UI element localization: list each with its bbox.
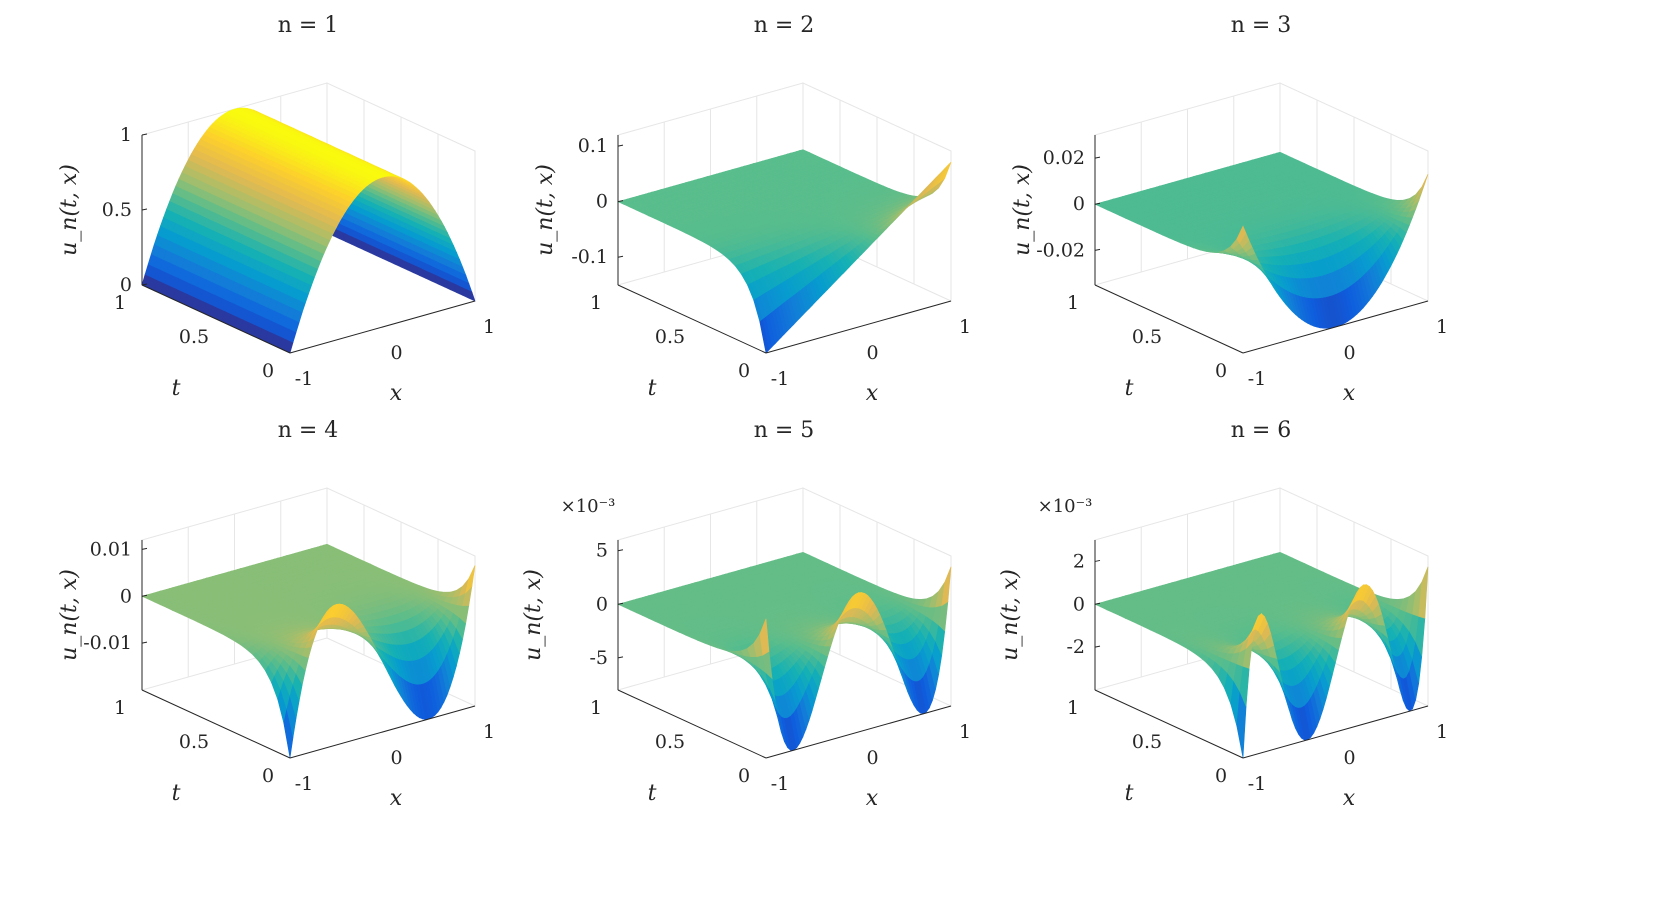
- t-tick-label: 1: [1067, 292, 1079, 314]
- t-tick-label: 0: [262, 360, 274, 382]
- x-tick-label: -1: [295, 368, 314, 390]
- t-axis: [1094, 284, 1244, 354]
- z-tick-label: -0.1: [571, 246, 608, 268]
- surface-mesh: [141, 107, 476, 354]
- panel-title: n = 1: [278, 13, 339, 38]
- z-tick-label: 0.1: [578, 135, 608, 157]
- t-tick-label: 0: [1215, 360, 1227, 382]
- x-tick-label: 0: [390, 342, 402, 364]
- z-axis-label: u_n(t, x): [57, 164, 82, 256]
- surface-panel: n = 2 -0.1 0 0.1 -1 0 1 0 0.5 1 x t u_n(t, x): [533, 13, 971, 406]
- x-tick-label: 1: [959, 316, 971, 338]
- z-axis-label: u_n(t, x): [533, 164, 558, 256]
- z-tick-label: 0: [596, 191, 608, 213]
- t-axis-label: t: [1125, 376, 1134, 401]
- x-axis-label: x: [1343, 381, 1356, 406]
- t-tick-label: 0.5: [655, 326, 685, 348]
- x-tick-label: -1: [771, 368, 790, 390]
- t-tick-label: 1: [114, 292, 126, 314]
- t-axis: [617, 284, 767, 354]
- z-tick-label: 1: [120, 124, 132, 146]
- t-tick-label: 1: [590, 292, 602, 314]
- x-tick-label: 1: [483, 316, 495, 338]
- x-tick-label: 0: [866, 342, 878, 364]
- z-tick-label: 0.02: [1043, 147, 1085, 169]
- t-axis-label: t: [648, 376, 657, 401]
- x-tick-label: 1: [1436, 316, 1448, 338]
- z-tick-label: -0.02: [1036, 239, 1085, 261]
- panel-title: n = 2: [754, 13, 815, 38]
- x-tick-label: -1: [1248, 368, 1267, 390]
- z-axis-label: u_n(t, x): [1010, 164, 1035, 256]
- t-tick-label: 0.5: [179, 326, 209, 348]
- x-axis: [289, 300, 476, 354]
- x-tick-label: 0: [1343, 342, 1355, 364]
- z-tick-label: 0: [1073, 193, 1085, 215]
- z-tick-label: 0.5: [102, 199, 132, 221]
- x-axis-label: x: [866, 381, 879, 406]
- t-tick-label: 0.5: [1132, 326, 1162, 348]
- panel-title: n = 3: [1231, 13, 1292, 38]
- t-axis-label: t: [172, 376, 181, 401]
- x-axis-label: x: [390, 381, 403, 406]
- surface-panel: n = 3 -0.02 0 0.02 -1 0 1 0 0.5 1 x t u_n(t, x): [1010, 13, 1448, 406]
- t-tick-label: 0: [738, 360, 750, 382]
